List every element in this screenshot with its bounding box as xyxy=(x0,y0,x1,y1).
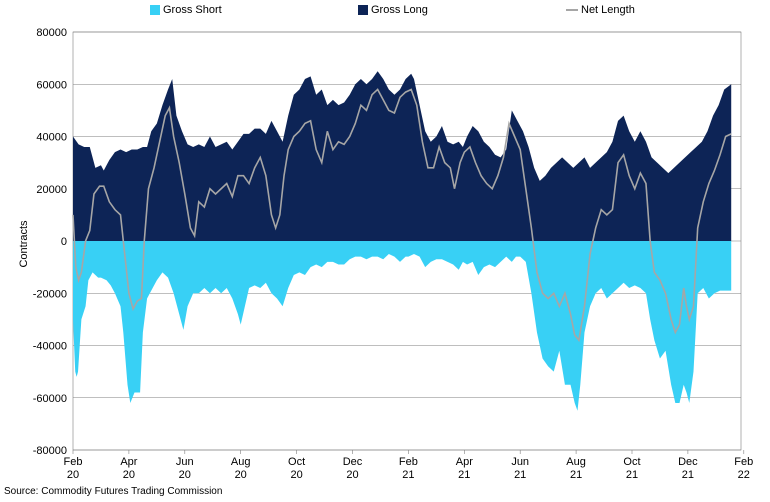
x-tick-label-month: Feb xyxy=(64,456,83,468)
legend-line-net-length xyxy=(566,9,578,11)
legend-label-gross-short: Gross Short xyxy=(163,4,222,16)
x-tick-label-month: Jun xyxy=(511,456,529,468)
x-tick-label-year: 21 xyxy=(402,469,414,481)
x-tick-label-year: 22 xyxy=(738,469,750,481)
legend-item-gross-long: Gross Long xyxy=(358,4,428,16)
y-tick-label: -40000 xyxy=(33,341,67,353)
x-axis: Feb20Apr20Jun20Aug20Oct20Dec20Feb21Apr21… xyxy=(64,450,753,481)
series-area-gross-long xyxy=(73,71,732,241)
series-line-net-length xyxy=(72,88,732,343)
legend-swatch-gross-short xyxy=(150,5,160,15)
x-tick-label-year: 20 xyxy=(67,469,79,481)
x-tick-label-month: Oct xyxy=(288,456,305,468)
x-tick-label-month: Feb xyxy=(734,456,753,468)
x-tick-label-year: 21 xyxy=(570,469,582,481)
x-tick-label-year: 21 xyxy=(626,469,638,481)
x-tick-label-month: Feb xyxy=(399,456,418,468)
x-tick-label-year: 21 xyxy=(682,469,694,481)
y-tick-label: -60000 xyxy=(33,393,67,405)
y-tick-label: -80000 xyxy=(33,445,67,457)
y-tick-label: 20000 xyxy=(36,184,67,196)
x-tick-label-year: 20 xyxy=(123,469,135,481)
legend-label-net-length: Net Length xyxy=(581,4,635,16)
source-note: Source: Commodity Futures Trading Commis… xyxy=(4,486,223,497)
legend: Gross Short Gross Long Net Length xyxy=(0,4,770,20)
legend-swatch-gross-long xyxy=(358,5,368,15)
x-tick-label-month: Dec xyxy=(678,456,698,468)
x-tick-label-month: Oct xyxy=(623,456,640,468)
y-axis-label: Contracts xyxy=(18,220,30,268)
legend-item-gross-short: Gross Short xyxy=(150,4,222,16)
y-axis: 80000 60000 40000 20000 0 -20000 -40000 -60000 -… xyxy=(33,27,67,457)
x-tick-label-year: 21 xyxy=(514,469,526,481)
x-tick-label-month: Jun xyxy=(176,456,194,468)
x-tick-label-month: Apr xyxy=(456,456,473,468)
y-tick-label: 60000 xyxy=(36,79,67,91)
legend-item-net-length: Net Length xyxy=(566,4,635,16)
y-tick-label: -20000 xyxy=(33,288,67,300)
y-tick-label: 40000 xyxy=(36,132,67,144)
x-tick-label-year: 20 xyxy=(235,469,247,481)
x-tick-label-year: 21 xyxy=(458,469,470,481)
x-tick-label-month: Aug xyxy=(566,456,586,468)
legend-label-gross-long: Gross Long xyxy=(371,4,428,16)
y-tick-label: 80000 xyxy=(36,27,67,39)
x-tick-label-month: Apr xyxy=(120,456,137,468)
x-tick-label-year: 20 xyxy=(290,469,302,481)
x-tick-label-year: 20 xyxy=(346,469,358,481)
x-tick-label-year: 20 xyxy=(179,469,191,481)
x-tick-label-month: Dec xyxy=(343,456,363,468)
series-area-gross-short xyxy=(73,241,732,411)
y-tick-label: 0 xyxy=(61,236,67,248)
plot-area xyxy=(72,71,732,411)
x-tick-label-month: Aug xyxy=(231,456,251,468)
